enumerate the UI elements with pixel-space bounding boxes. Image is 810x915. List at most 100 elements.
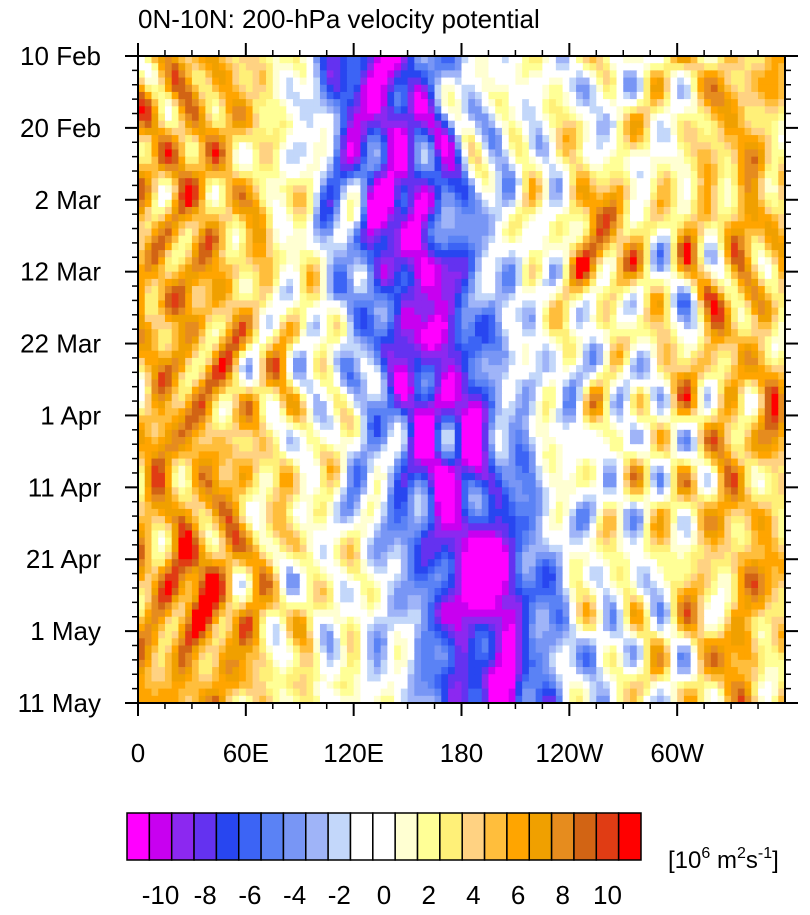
- field-cell: [299, 343, 308, 352]
- field-cell: [542, 135, 550, 143]
- field-cell: [528, 257, 537, 266]
- field-cell: [205, 63, 213, 71]
- field-cell: [367, 235, 375, 244]
- field-cell: [650, 343, 658, 352]
- field-cell: [616, 401, 624, 409]
- field-cell: [764, 235, 773, 244]
- field-cell: [697, 135, 705, 143]
- field-cell: [542, 106, 550, 115]
- field-cell: [495, 56, 503, 64]
- field-cell: [549, 99, 557, 107]
- field-cell: [549, 91, 557, 100]
- field-cell: [266, 250, 274, 258]
- field-cell: [158, 178, 166, 186]
- field-cell: [448, 365, 456, 373]
- field-cell: [528, 271, 537, 280]
- field-cell: [468, 127, 476, 136]
- field-cell: [306, 393, 314, 402]
- field-cell: [198, 300, 206, 309]
- field-cell: [218, 286, 227, 294]
- field-cell: [191, 163, 200, 172]
- field-cell: [245, 178, 254, 186]
- field-cell: [279, 163, 287, 172]
- field-cell: [609, 235, 618, 244]
- field-cell: [704, 278, 712, 287]
- field-cell: [717, 77, 725, 86]
- field-cell: [737, 321, 746, 330]
- field-cell: [522, 120, 530, 129]
- field-cell: [272, 142, 281, 151]
- field-cell: [488, 106, 496, 115]
- field-cell: [299, 250, 308, 258]
- field-cell: [151, 357, 159, 366]
- field-cell: [313, 401, 321, 409]
- field-cell: [656, 415, 665, 424]
- field-cell: [481, 228, 490, 237]
- field-cell: [663, 293, 672, 302]
- field-cell: [144, 321, 153, 330]
- field-cell: [704, 286, 712, 294]
- field-cell: [609, 242, 618, 251]
- field-cell: [616, 91, 624, 100]
- field-cell: [441, 84, 449, 93]
- field-cell: [576, 307, 584, 316]
- field-cell: [468, 300, 476, 309]
- field-cell: [481, 264, 490, 273]
- field-cell: [522, 372, 530, 381]
- field-cell: [326, 357, 335, 366]
- field-cell: [380, 127, 388, 136]
- field-cell: [576, 350, 584, 359]
- field-cell: [758, 293, 766, 302]
- field-cell: [710, 106, 719, 115]
- field-cell: [198, 336, 206, 345]
- field-cell: [164, 393, 173, 402]
- field-cell: [232, 171, 240, 179]
- field-cell: [609, 171, 618, 179]
- field-cell: [704, 336, 712, 345]
- field-cell: [656, 228, 665, 237]
- field-cell: [191, 408, 200, 417]
- field-cell: [771, 314, 779, 323]
- field-cell: [266, 192, 274, 201]
- field-cell: [663, 278, 672, 287]
- field-cell: [555, 336, 564, 345]
- field-cell: [623, 228, 631, 237]
- field-cell: [299, 206, 308, 215]
- field-cell: [690, 63, 698, 71]
- field-cell: [764, 127, 773, 136]
- field-cell: [198, 77, 206, 86]
- field-cell: [266, 70, 274, 79]
- field-cell: [609, 264, 618, 273]
- field-cell: [555, 271, 564, 280]
- field-cell: [468, 422, 476, 431]
- field-cell: [474, 156, 483, 165]
- field-cell: [461, 84, 469, 93]
- field-cell: [414, 242, 422, 251]
- field-cell: [218, 379, 227, 388]
- field-cell: [400, 120, 409, 129]
- field-cell: [576, 156, 584, 165]
- field-cell: [164, 422, 173, 431]
- field-cell: [454, 120, 463, 129]
- field-cell: [245, 271, 254, 280]
- field-cell: [367, 178, 375, 186]
- field-cell: [319, 178, 328, 186]
- field-cell: [751, 350, 759, 359]
- field-cell: [421, 142, 429, 151]
- field-cell: [245, 56, 254, 64]
- field-cell: [400, 401, 409, 409]
- field-cell: [144, 214, 153, 222]
- field-cell: [474, 99, 483, 107]
- field-cell: [656, 329, 665, 337]
- field-cell: [380, 350, 388, 359]
- field-cell: [508, 393, 517, 402]
- field-cell: [387, 350, 395, 359]
- field-cell: [367, 422, 375, 431]
- field-cell: [313, 271, 321, 280]
- field-cell: [771, 401, 779, 409]
- field-cell: [448, 135, 456, 143]
- field-cell: [758, 178, 766, 186]
- field-cell: [461, 372, 469, 381]
- field-cell: [272, 336, 281, 345]
- field-cell: [508, 214, 517, 222]
